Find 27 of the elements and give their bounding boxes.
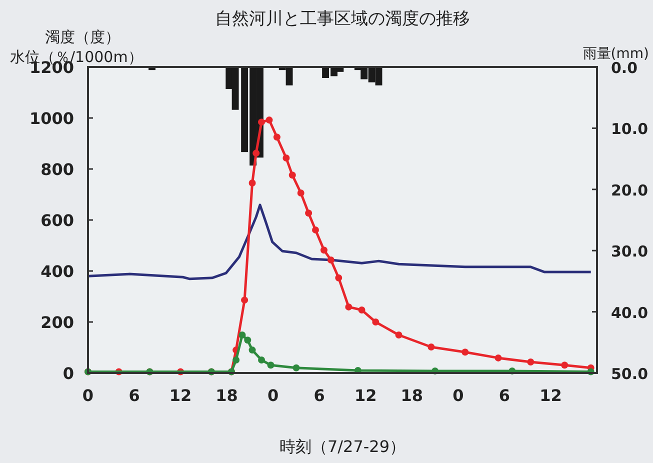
- y2-tick-label: 10.0: [611, 120, 648, 138]
- x-tick-label: 0: [268, 386, 279, 405]
- x-tick-label: 12: [354, 386, 377, 405]
- y-tick-label: 1000: [29, 109, 74, 128]
- x-tick-label: 6: [498, 386, 510, 405]
- x-tick-label: 6: [314, 386, 325, 405]
- y-tick-label: 200: [40, 313, 74, 332]
- y2-axis-title: 雨量(mm): [582, 46, 649, 62]
- y2-tick-label: 30.0: [611, 242, 648, 261]
- y2-tick-label: 20.0: [611, 181, 648, 200]
- y-tick-label: 0: [62, 364, 74, 383]
- y-tick-label: 600: [40, 211, 74, 230]
- x-tick-label: 12: [540, 386, 562, 405]
- x-tick-label: 18: [400, 386, 424, 405]
- y2-tick-label: 0.0: [611, 59, 638, 77]
- x-tick-label: 0: [452, 386, 464, 405]
- x-tick-label: 0: [82, 386, 94, 405]
- x-axis-title: 時刻（7/27-29）: [279, 437, 406, 456]
- x-tick-label: 12: [169, 386, 192, 405]
- y2-tick-label: 40.0: [611, 304, 648, 322]
- x-tick-label: 18: [216, 386, 238, 405]
- chart-title: 自然河川と工事区域の濁度の推移: [215, 9, 470, 29]
- x-tick-label: 6: [128, 386, 140, 405]
- y-tick-label: 400: [40, 262, 74, 281]
- y-tick-label: 800: [40, 160, 74, 179]
- y2-tick-label: 50.0: [611, 365, 648, 383]
- y-axis-title: 濁度（度）: [45, 28, 120, 46]
